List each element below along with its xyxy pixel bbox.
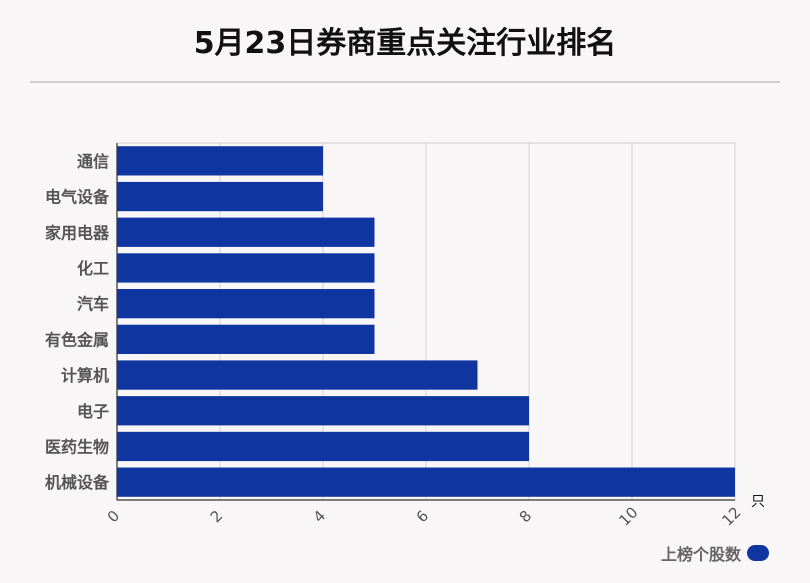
bar [117, 360, 478, 390]
bar [117, 217, 375, 247]
title-divider [30, 81, 780, 83]
bar [117, 146, 323, 176]
y-category-label: 电气设备 [45, 188, 110, 207]
y-category-label: 家用电器 [45, 223, 110, 242]
y-category-label: 化工 [77, 259, 109, 278]
legend[interactable]: 上榜个股数 [661, 541, 769, 565]
bar [117, 467, 735, 497]
bar [117, 431, 529, 462]
x-tick-label: 4 [310, 507, 329, 526]
chart-title: 5月23日券商重点关注行业排名 [193, 26, 617, 61]
bar [117, 253, 375, 283]
y-category-label: 通信 [77, 152, 109, 171]
x-tick-label: 0 [104, 507, 123, 526]
y-category-label: 计算机 [61, 366, 109, 385]
x-tick-label: 6 [413, 507, 432, 526]
y-category-label: 汽车 [77, 295, 109, 314]
y-category-label: 有色金属 [45, 330, 109, 349]
x-tick-label: 8 [516, 507, 535, 526]
x-tick-label: 12 [718, 503, 744, 529]
x-tick-label: 2 [207, 507, 226, 526]
x-tick-label: 10 [615, 503, 641, 529]
y-category-label: 电子 [77, 402, 109, 421]
bar [117, 181, 323, 212]
x-unit-label: 只 [751, 494, 765, 510]
y-category-label: 医药生物 [45, 437, 109, 456]
legend-swatch [747, 545, 769, 561]
bar [117, 289, 375, 319]
bar [117, 324, 375, 354]
y-category-label: 机械设备 [45, 473, 110, 492]
legend-label: 上榜个股数 [660, 545, 741, 564]
bar [117, 396, 529, 426]
